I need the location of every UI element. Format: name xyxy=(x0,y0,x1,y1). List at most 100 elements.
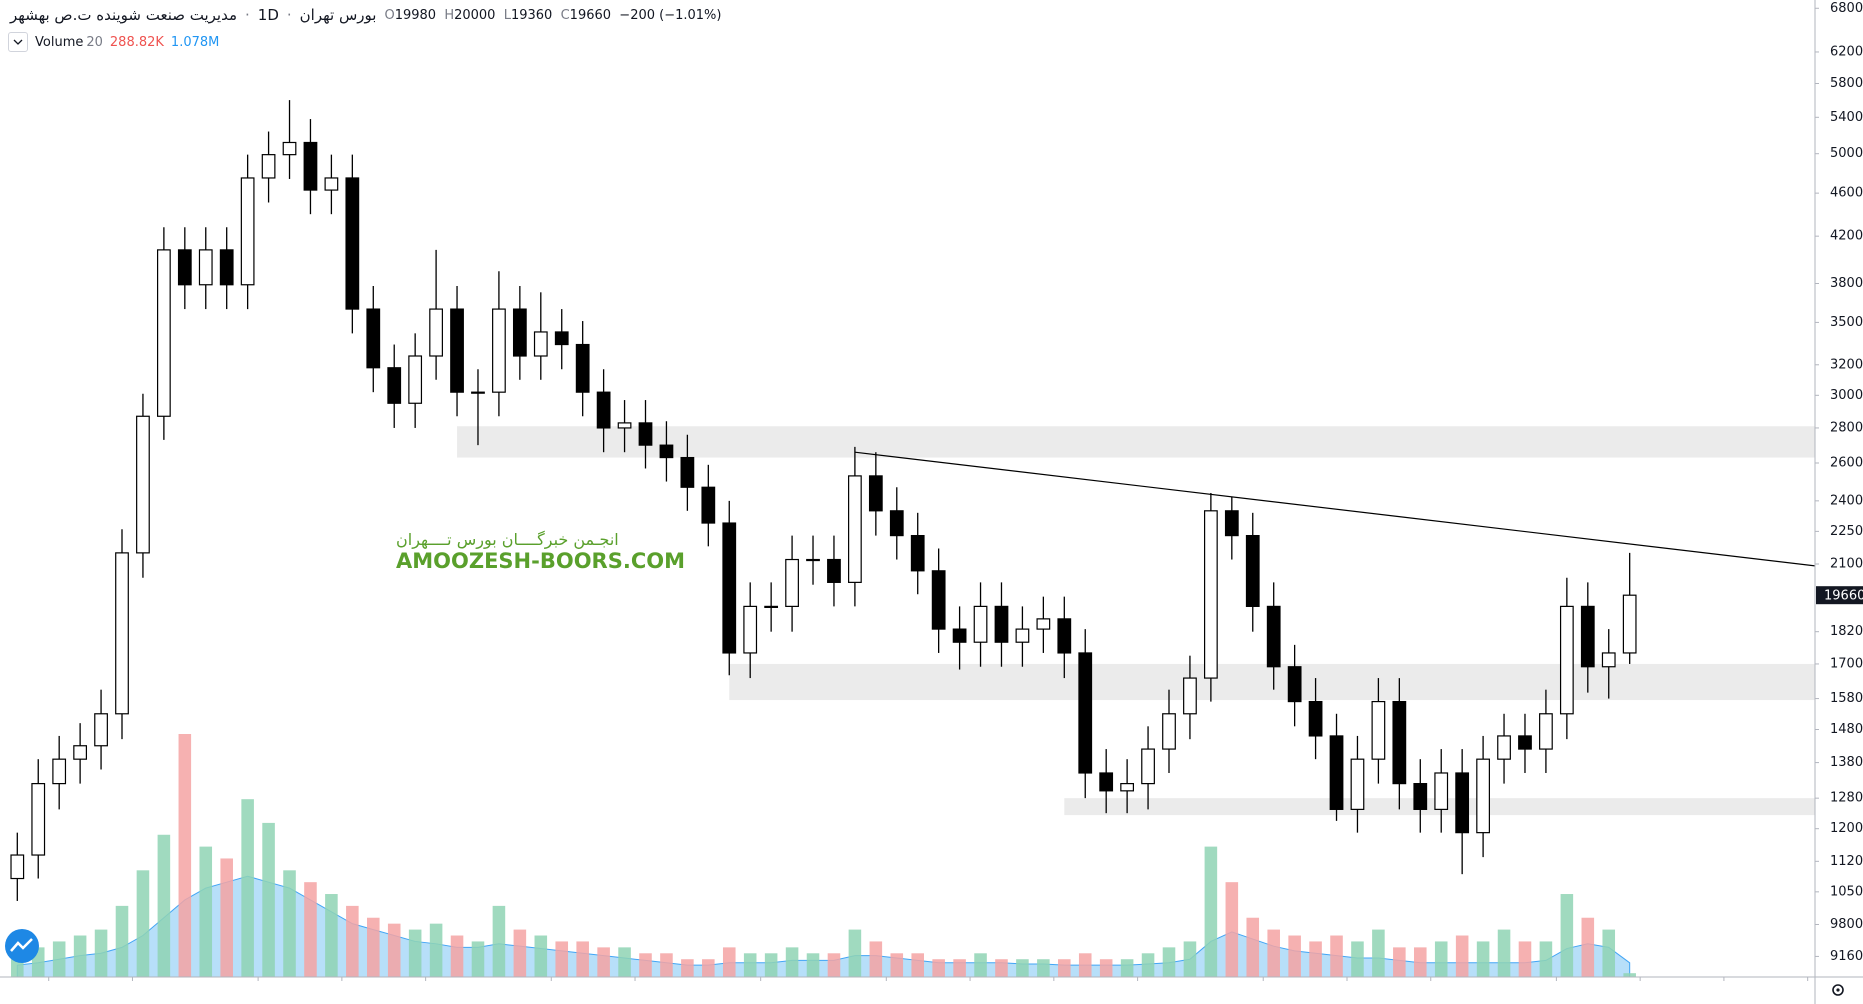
volume-bar xyxy=(513,929,527,977)
trendline xyxy=(854,451,1815,567)
volume-bar xyxy=(1016,959,1029,977)
volume-bar xyxy=(1518,941,1532,977)
volume-bar xyxy=(283,870,296,977)
ohlc-label: C xyxy=(560,7,570,23)
volume-legend: Volume 20 288.82K 1.078M xyxy=(8,32,219,52)
volume-bar xyxy=(848,929,862,977)
candle-body xyxy=(638,422,653,446)
last-price-label: 19660 xyxy=(1824,589,1863,604)
volume-bar xyxy=(1099,959,1113,977)
candle-body xyxy=(931,570,946,630)
volume-bar xyxy=(366,917,380,977)
candle-body xyxy=(261,154,276,179)
y-tick-label: 14800 xyxy=(1830,722,1863,737)
volume-bar xyxy=(806,953,820,977)
watermark-line2: AMOOZESH-BOORS.COM xyxy=(396,549,685,574)
candle-body xyxy=(73,745,88,760)
interval[interactable]: 1D xyxy=(257,6,279,24)
volume-bar xyxy=(827,953,841,977)
y-tick-label: 42000 xyxy=(1830,229,1863,244)
y-tick-label: 12800 xyxy=(1830,791,1863,806)
candle-body xyxy=(219,249,234,286)
y-tick-label: 24000 xyxy=(1830,493,1863,508)
volume-bar xyxy=(785,947,799,977)
ohlc-value: 19360 xyxy=(510,7,553,23)
candle-body xyxy=(1015,628,1030,643)
candle-body xyxy=(94,713,108,747)
volume-bar xyxy=(1225,882,1239,977)
volume-ma-area xyxy=(16,875,1631,977)
volume-bar xyxy=(1476,941,1490,977)
y-tick-label: 46000 xyxy=(1830,186,1863,201)
gear-icon[interactable] xyxy=(1832,984,1844,996)
candle-body xyxy=(889,510,904,537)
candle-body xyxy=(387,367,402,404)
volume-bar xyxy=(1120,959,1134,977)
candle-body xyxy=(450,308,464,393)
volume-bar xyxy=(73,935,87,977)
y-tick-label: 38000 xyxy=(1830,276,1863,291)
candle-body xyxy=(1580,605,1595,668)
volume-bar xyxy=(1560,894,1574,977)
candle-body xyxy=(177,249,192,286)
candle-body xyxy=(345,177,360,310)
candle-body xyxy=(1120,783,1135,792)
y-tick-label: 15800 xyxy=(1830,691,1863,706)
candle-body xyxy=(1036,618,1051,630)
candle-body xyxy=(1622,594,1637,654)
candle-body xyxy=(743,605,758,654)
candle-body xyxy=(282,141,297,156)
volume-bar xyxy=(492,905,506,977)
time-axis-panel xyxy=(0,977,1815,1004)
volume-bar xyxy=(953,959,966,977)
volume-bar xyxy=(743,953,757,977)
separator: · xyxy=(286,6,292,24)
last-price-box xyxy=(1816,586,1863,605)
volume-bar xyxy=(1330,935,1343,977)
watermark: انجـمن خبرگــــان بورس تــــهران AMOOZES… xyxy=(396,530,685,574)
volume-bar xyxy=(932,959,945,977)
ohlc-label: L xyxy=(503,7,511,23)
candle-body xyxy=(31,783,46,856)
y-tick-label: 54000 xyxy=(1830,110,1863,125)
candle-body xyxy=(240,177,255,286)
logo[interactable] xyxy=(5,929,39,963)
volume-bar xyxy=(115,905,129,977)
collapse-button[interactable] xyxy=(8,32,28,52)
candle-body xyxy=(680,456,695,488)
volume-bar xyxy=(94,929,108,977)
candle-body xyxy=(1518,735,1532,750)
volume-bar xyxy=(911,953,925,977)
exchange: بورس تهران xyxy=(299,6,377,24)
volume-bar xyxy=(1372,929,1385,977)
volume-last: 288.82K xyxy=(109,34,164,50)
candle-body xyxy=(324,177,339,191)
volume-bar xyxy=(1455,935,1469,977)
candle-body xyxy=(1183,677,1197,715)
volume-bar xyxy=(722,947,736,977)
candle-body xyxy=(973,605,988,643)
support-zone xyxy=(457,426,1815,458)
candle-body xyxy=(554,331,569,346)
volume-bar xyxy=(304,882,317,977)
candle-body xyxy=(1559,605,1574,715)
y-tick-label: 13800 xyxy=(1830,755,1863,770)
candle-body xyxy=(659,444,674,459)
candle-body xyxy=(868,475,883,512)
volume-bar xyxy=(157,834,171,977)
candle-body xyxy=(1350,758,1365,810)
volume-bar xyxy=(639,953,652,977)
separator: · xyxy=(245,6,250,24)
settings-button[interactable] xyxy=(1832,984,1844,996)
volume-bar xyxy=(429,923,443,977)
volume-bar xyxy=(220,858,233,977)
volume-bar xyxy=(1141,953,1155,977)
volume-bar xyxy=(52,941,66,977)
candle-body xyxy=(1601,652,1616,668)
y-tick-label: 21000 xyxy=(1830,557,1863,572)
change: −200 (−1.01%) xyxy=(619,7,722,23)
volume-ma-length: 20 xyxy=(86,34,103,50)
y-tick-label: 35000 xyxy=(1830,315,1863,330)
gear-center xyxy=(1836,988,1840,992)
volume-bar xyxy=(995,959,1008,977)
